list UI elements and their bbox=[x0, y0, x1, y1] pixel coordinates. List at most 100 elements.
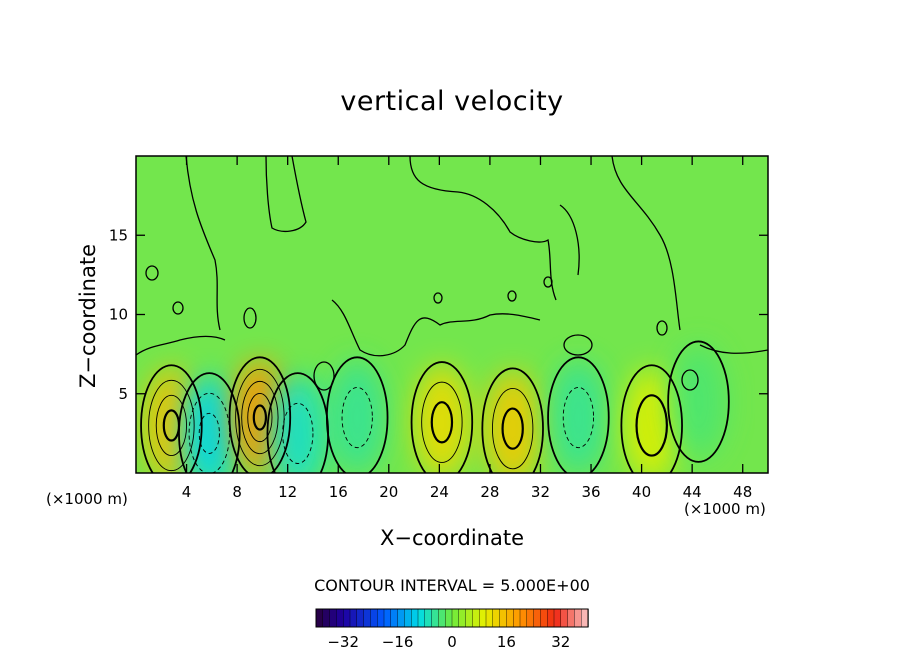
y-axis-ticks: 5 10 15 bbox=[109, 226, 768, 403]
zero-contour bbox=[410, 361, 474, 473]
contour-line bbox=[185, 156, 221, 331]
contour-level bbox=[148, 379, 195, 472]
colorbar-swatch bbox=[479, 608, 487, 628]
x-tick-label: 40 bbox=[632, 483, 651, 501]
zero-contour bbox=[228, 356, 292, 473]
chart-title: vertical velocity bbox=[340, 86, 564, 117]
contour-ring bbox=[563, 334, 593, 356]
colorbar-tick-label: −16 bbox=[382, 633, 414, 651]
x-tick-label: 48 bbox=[733, 483, 752, 501]
contour-level bbox=[501, 407, 524, 450]
colorbar-swatch bbox=[349, 608, 358, 628]
field-cell bbox=[269, 376, 326, 473]
colorbar-swatch bbox=[445, 608, 453, 628]
colorbar-swatch bbox=[431, 608, 440, 628]
x-tick-label: 24 bbox=[430, 483, 449, 501]
contour-line bbox=[265, 156, 307, 233]
colorbar-swatch bbox=[343, 608, 351, 628]
zero-contour bbox=[620, 364, 683, 473]
x-tick-label: 16 bbox=[329, 483, 348, 501]
colorbar-swatch bbox=[322, 608, 331, 628]
contour-ring bbox=[543, 276, 553, 288]
colorbar-swatch bbox=[370, 608, 378, 628]
contour-interval-label: CONTOUR INTERVAL = 5.000E+00 bbox=[314, 576, 590, 595]
colorbar-swatch bbox=[581, 608, 589, 628]
colorbar-swatch bbox=[553, 608, 562, 628]
colorbar-swatch bbox=[540, 608, 548, 628]
colorbar-swatch bbox=[397, 608, 406, 628]
colorbar-swatch bbox=[336, 608, 344, 628]
contour-level bbox=[491, 388, 534, 470]
contour-ring bbox=[656, 320, 668, 336]
zero-contour bbox=[547, 356, 610, 473]
contour-level bbox=[198, 412, 220, 454]
field-cell bbox=[550, 360, 607, 473]
contour-ring bbox=[313, 361, 335, 391]
colorbar-swatch bbox=[472, 608, 480, 628]
colorbar-swatch bbox=[438, 608, 446, 628]
x-axis-ticks: 4 8 12 16 20 24 28 32 36 40 44 48 bbox=[182, 156, 752, 501]
colorbar-swatch bbox=[390, 608, 399, 628]
contour-line bbox=[409, 156, 557, 301]
field-cell bbox=[329, 360, 385, 473]
colorbar-swatch bbox=[451, 608, 460, 628]
contour-ring bbox=[507, 290, 517, 302]
field-cell bbox=[623, 368, 680, 473]
colorbar-frame bbox=[315, 608, 589, 628]
x-tick-label: 4 bbox=[182, 483, 192, 501]
x-tick-label: 28 bbox=[480, 483, 499, 501]
colorbar-swatch bbox=[513, 608, 521, 628]
colorbar-swatch bbox=[411, 608, 419, 628]
colorbar-swatch bbox=[404, 608, 412, 628]
colorbar: −32 −16 0 16 32 bbox=[315, 608, 589, 651]
contour-line bbox=[699, 344, 768, 354]
y-tick-label: 15 bbox=[109, 226, 128, 244]
colorbar-swatch bbox=[519, 608, 528, 628]
colorbar-tick-label: −32 bbox=[327, 633, 359, 651]
x-axis-label: X−coordinate bbox=[380, 526, 524, 550]
contour-line bbox=[331, 299, 541, 357]
x-tick-label: 44 bbox=[683, 483, 702, 501]
x-tick-label: 8 bbox=[232, 483, 242, 501]
zero-contour bbox=[667, 340, 730, 463]
colorbar-swatch bbox=[574, 608, 582, 628]
x-tick-label: 12 bbox=[278, 483, 297, 501]
contour-level bbox=[562, 386, 595, 449]
colorbar-swatch bbox=[356, 608, 365, 628]
colorbar-tick-label: 16 bbox=[497, 633, 516, 651]
colorbar-swatch bbox=[458, 608, 467, 628]
colorbar-swatch bbox=[492, 608, 501, 628]
colorbar-swatch bbox=[315, 608, 324, 628]
x-tick-label: 36 bbox=[581, 483, 600, 501]
colorbar-swatch bbox=[560, 608, 569, 628]
contour-ring bbox=[681, 369, 699, 391]
zero-contour bbox=[140, 364, 203, 473]
colorbar-tick-label: 32 bbox=[551, 633, 570, 651]
zero-contour bbox=[325, 356, 389, 473]
contour-line bbox=[136, 335, 226, 356]
x-unit-label-left: (×1000 m) bbox=[46, 490, 128, 508]
contour-level bbox=[235, 368, 285, 467]
field-cell bbox=[181, 376, 238, 473]
zero-contour bbox=[178, 372, 241, 473]
zero-contour bbox=[481, 367, 544, 473]
colorbar-swatch bbox=[424, 608, 433, 628]
colorbar-swatch bbox=[567, 608, 576, 628]
contour-level bbox=[241, 380, 279, 455]
colorbar-swatch bbox=[485, 608, 494, 628]
colorbar-swatch bbox=[417, 608, 426, 628]
contour-level bbox=[282, 402, 314, 464]
colorbar-swatch bbox=[383, 608, 392, 628]
contour-level bbox=[155, 394, 188, 457]
contour-level bbox=[252, 404, 268, 431]
contour-line bbox=[559, 204, 580, 276]
colorbar-swatch bbox=[526, 608, 535, 628]
y-tick-label: 10 bbox=[109, 306, 128, 324]
colorbar-swatch bbox=[506, 608, 514, 628]
contour-ring bbox=[172, 301, 184, 315]
contour-ring bbox=[145, 265, 159, 281]
contour-ring bbox=[433, 292, 443, 304]
colorbar-swatch bbox=[377, 608, 385, 628]
contour-level bbox=[341, 386, 373, 449]
